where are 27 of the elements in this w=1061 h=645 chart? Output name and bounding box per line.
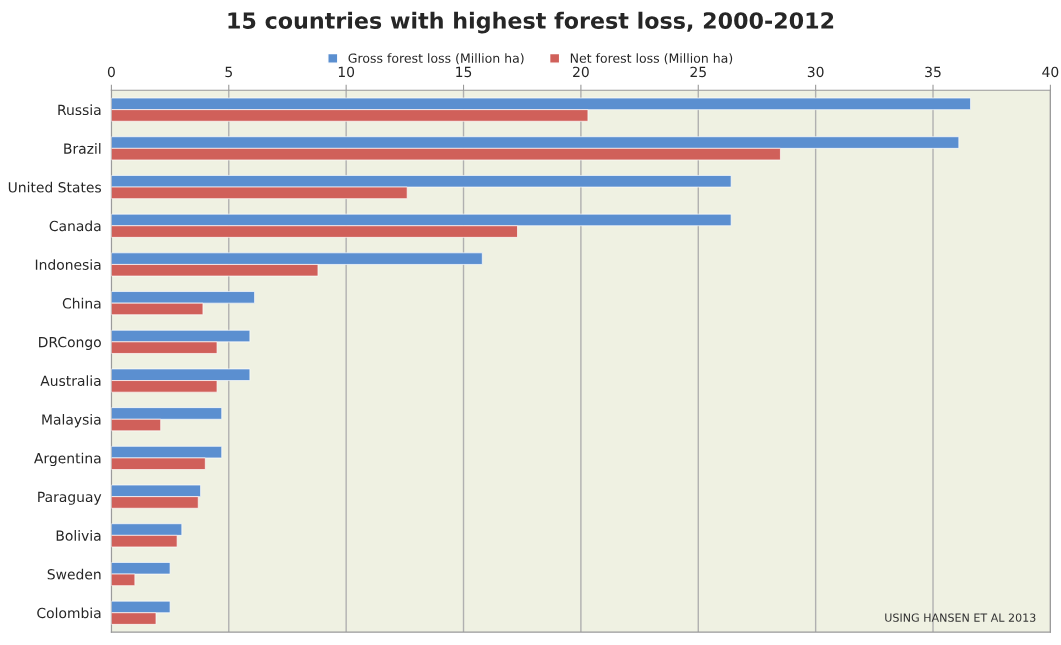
x-tick-label: 30	[807, 66, 824, 78]
y-tick-label: China	[62, 297, 101, 309]
x-tick-label: 40	[1042, 66, 1059, 78]
x-tick-label: 10	[338, 66, 355, 78]
y-tick-label: Malaysia	[42, 413, 101, 428]
y-tick-label: Indonesia	[35, 259, 101, 270]
x-tick-label: 35	[925, 66, 941, 78]
legend-label: Gross forest loss (Million ha)	[348, 53, 524, 65]
y-tick-label: Sweden	[47, 568, 101, 580]
annotation: USING HANSEN ET AL 2013	[885, 613, 1036, 622]
x-tick-label: 20	[573, 66, 589, 78]
y-tick-label: DRCongo	[39, 336, 101, 351]
x-tick-label: 5	[225, 66, 232, 78]
y-tick-label: Argentina	[34, 452, 101, 467]
y-tick-label: Colombia	[37, 607, 101, 619]
y-tick-label: Russia	[58, 104, 101, 116]
x-tick-label: 25	[690, 66, 706, 78]
y-tick-label: Paraguay	[38, 491, 102, 505]
x-tick-label: 0	[107, 66, 115, 78]
x-tick-label: 15	[456, 66, 472, 78]
y-tick-label: Brazil	[64, 143, 101, 154]
y-tick-label: United States	[8, 181, 102, 193]
y-tick-label: Bolivia	[56, 530, 101, 541]
y-tick-label: Canada	[49, 220, 101, 232]
chart-title: 15 countries with highest forest loss, 2000-2012	[228, 11, 834, 34]
legend-label: Net forest loss (Million ha)	[570, 53, 733, 65]
y-tick-label: Australia	[40, 375, 101, 387]
